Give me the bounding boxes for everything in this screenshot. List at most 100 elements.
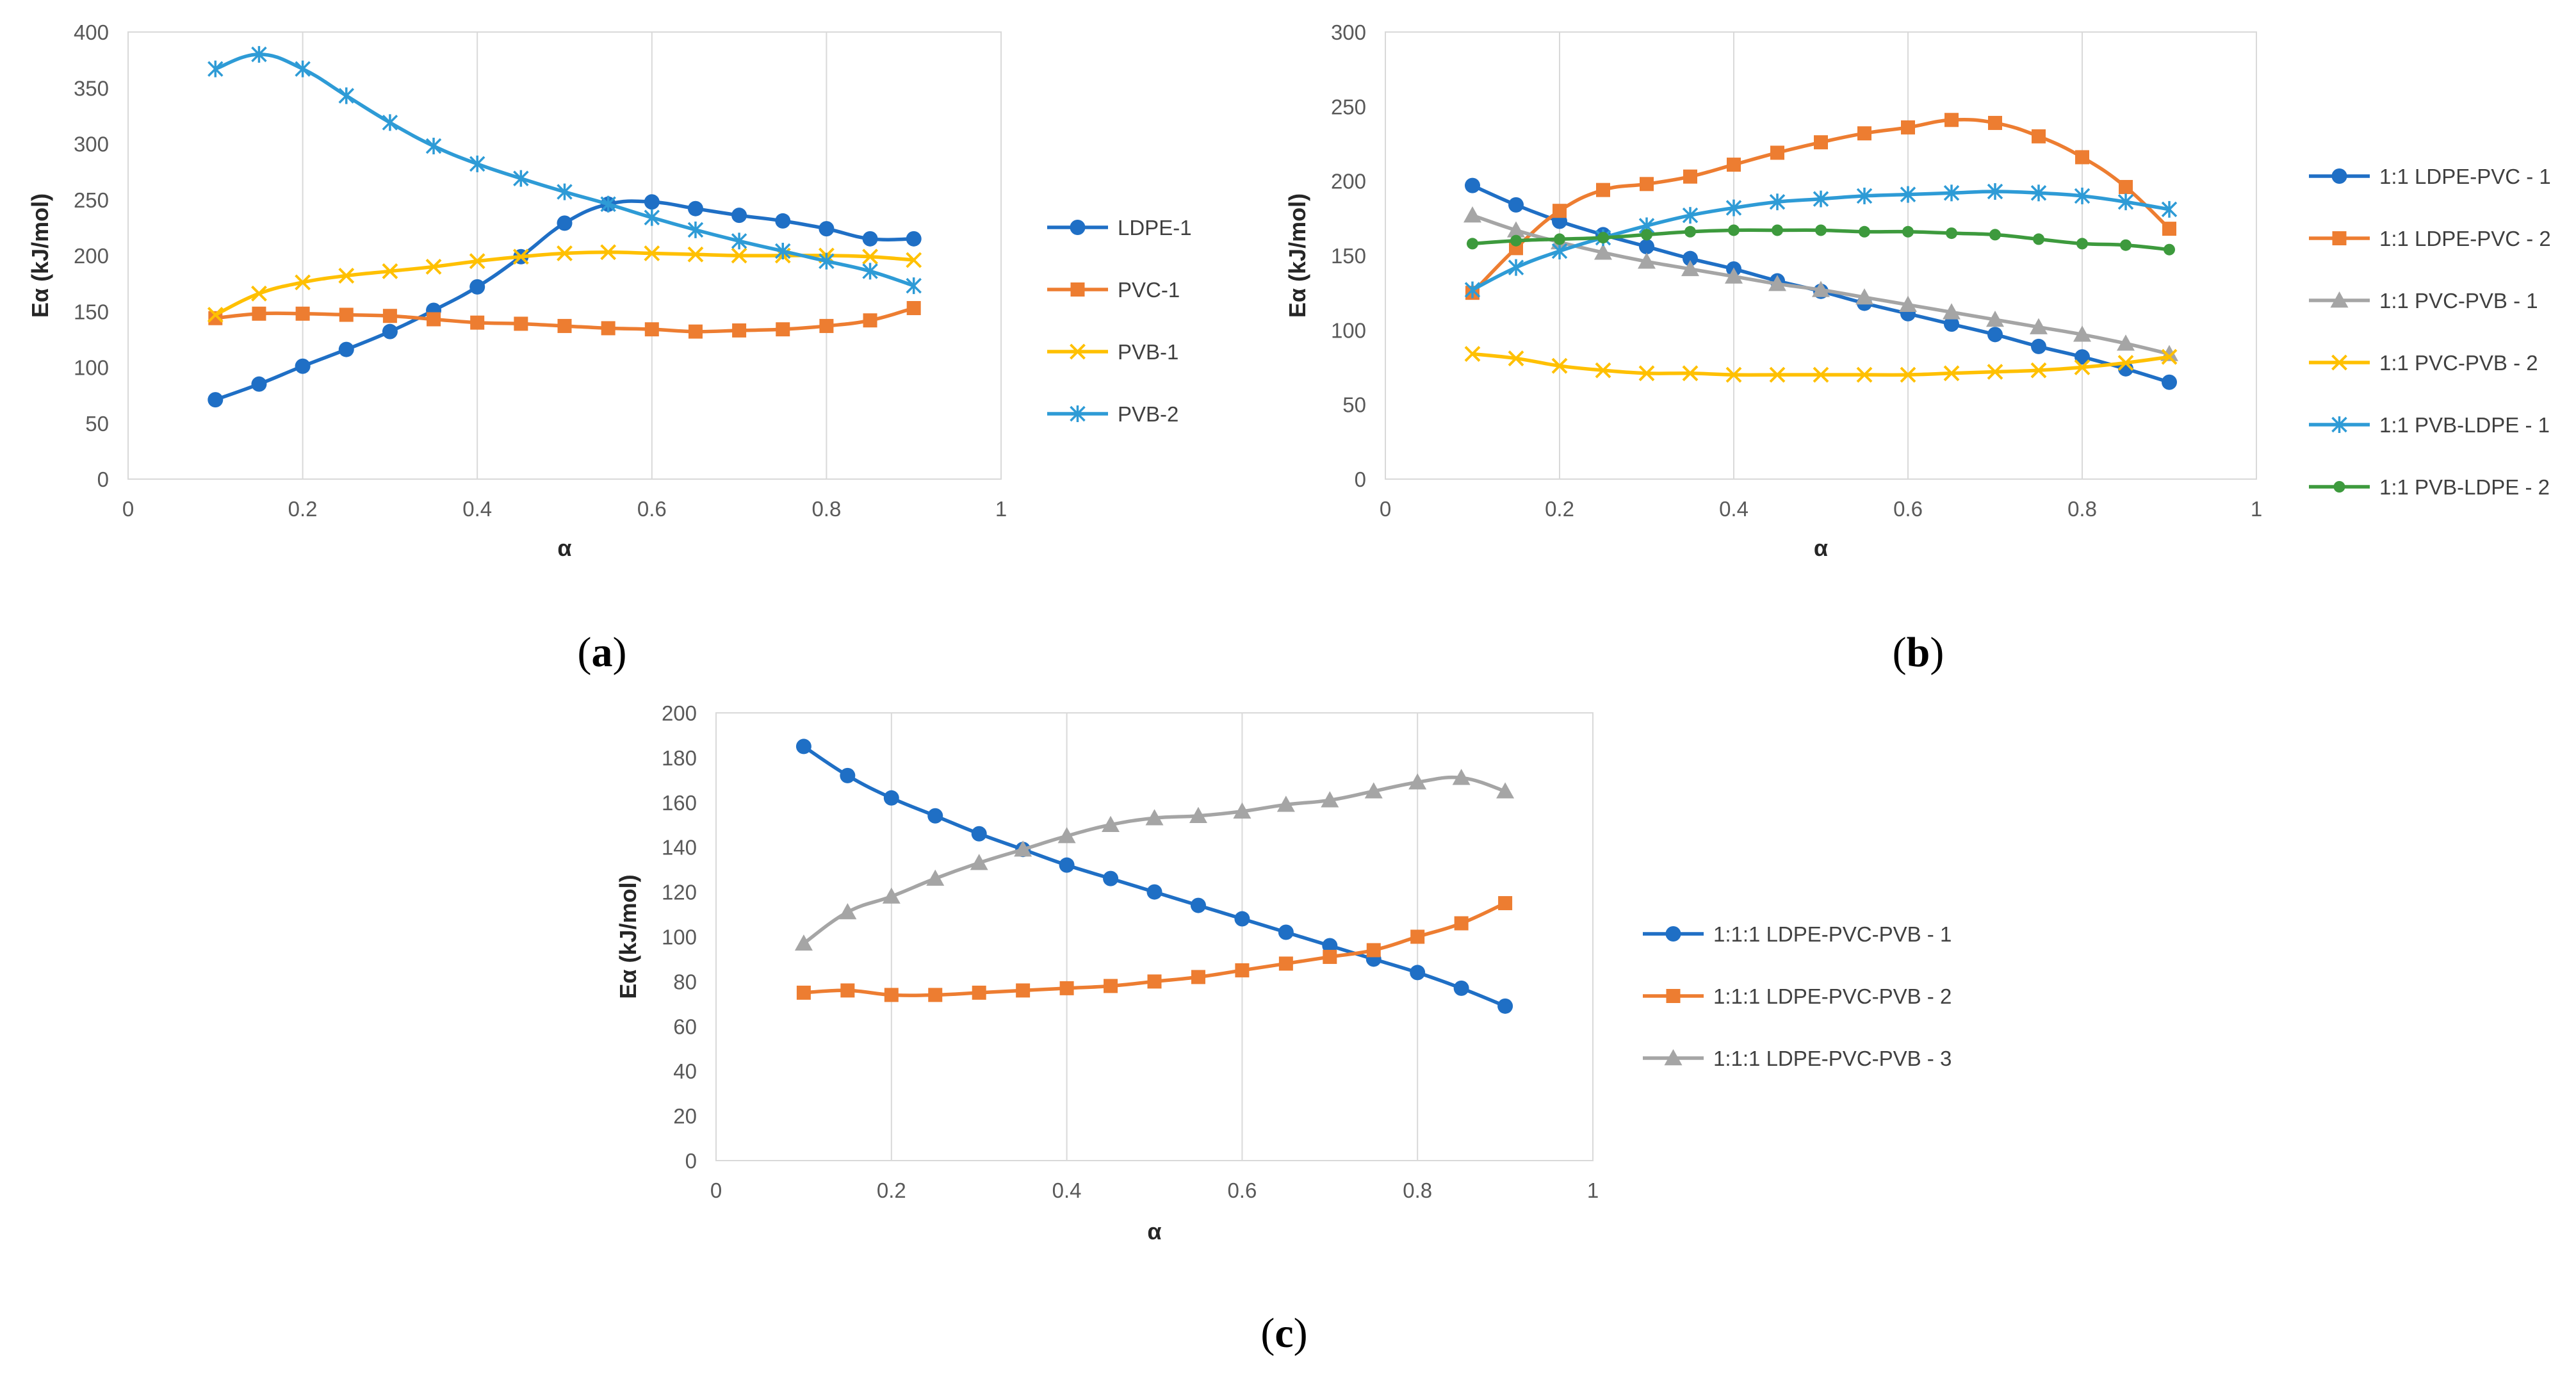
data-point xyxy=(1813,190,1829,208)
x-tick-label: 0.6 xyxy=(1227,1179,1257,1202)
data-point xyxy=(863,313,877,328)
data-point xyxy=(644,322,659,337)
y-tick-label: 0 xyxy=(97,468,109,491)
y-tick-label: 80 xyxy=(673,970,697,993)
y-tick-label: 250 xyxy=(74,188,109,212)
data-point xyxy=(1452,769,1471,785)
data-point xyxy=(1233,802,1251,819)
series-PVC-1 xyxy=(208,301,921,339)
data-point xyxy=(688,324,703,339)
legend-entry: 1:1 PVB-LDPE - 1 xyxy=(2309,413,2550,437)
legend-label: 1:1 PVB-LDPE - 1 xyxy=(2379,413,2550,437)
data-point xyxy=(1508,259,1524,276)
data-point xyxy=(2074,187,2091,204)
data-point xyxy=(1508,197,1524,213)
data-point xyxy=(1145,809,1164,826)
data-point xyxy=(2117,355,2134,371)
data-point xyxy=(252,306,266,321)
legend-marker xyxy=(1665,926,1681,942)
panel-label: (a) xyxy=(578,629,627,676)
legend-marker xyxy=(2331,416,2347,433)
y-tick-label: 0 xyxy=(1355,468,1366,491)
data-point xyxy=(208,392,224,408)
y-tick-label: 120 xyxy=(662,881,697,904)
series-LDPE-1 xyxy=(208,194,922,408)
y-tick-label: 180 xyxy=(662,746,697,770)
y-tick-label: 200 xyxy=(74,244,109,268)
y-tick-label: 40 xyxy=(673,1059,697,1083)
data-point xyxy=(338,267,355,284)
data-point xyxy=(882,887,901,904)
data-point xyxy=(557,183,573,200)
data-point xyxy=(1551,357,1568,374)
data-point xyxy=(1278,956,1293,971)
data-point xyxy=(1496,782,1515,799)
data-point xyxy=(2076,238,2088,250)
legend-label: 1:1 PVC-PVB - 2 xyxy=(2379,351,2538,375)
data-point xyxy=(1554,233,1565,245)
data-point xyxy=(1943,365,1960,382)
data-point xyxy=(906,301,921,316)
data-point xyxy=(644,194,660,210)
data-point xyxy=(2073,325,2091,342)
data-point xyxy=(2030,362,2047,379)
data-point xyxy=(884,988,899,1002)
data-point xyxy=(557,245,573,261)
data-point xyxy=(1859,225,1870,238)
data-point xyxy=(1987,183,2003,200)
x-tick-label: 0.4 xyxy=(1052,1179,1082,1202)
data-point xyxy=(295,274,311,291)
x-axis-title: α xyxy=(1814,535,1828,561)
legend-entry: 1:1 LDPE-PVC - 2 xyxy=(2309,227,2551,250)
y-tick-label: 0 xyxy=(685,1149,697,1173)
x-tick-label: 0.6 xyxy=(1893,497,1923,521)
data-point xyxy=(1464,346,1481,362)
plot-frame xyxy=(715,712,1594,1161)
data-point xyxy=(1900,366,1916,383)
y-axis-title: Eα (kJ/mol) xyxy=(27,193,53,318)
data-point xyxy=(1322,938,1338,954)
data-point xyxy=(1102,815,1120,832)
data-point xyxy=(1497,998,1513,1014)
legend-marker xyxy=(1070,282,1085,297)
data-point xyxy=(927,808,943,824)
plot-frame xyxy=(127,31,1002,480)
data-point xyxy=(382,114,398,131)
legend-entry: 1:1 PVB-LDPE - 2 xyxy=(2309,475,2550,499)
data-point xyxy=(926,869,945,886)
x-tick-label: 0.4 xyxy=(462,497,492,521)
data-point xyxy=(382,323,398,339)
data-point xyxy=(251,45,267,63)
data-point xyxy=(1988,115,2002,130)
y-tick-label: 300 xyxy=(74,133,109,156)
y-tick-label: 300 xyxy=(1331,20,1366,44)
data-point xyxy=(732,323,747,338)
series-1:1 PVC-PVB - 2 xyxy=(1464,346,2178,383)
data-point xyxy=(928,988,943,1002)
y-tick-label: 250 xyxy=(1331,95,1366,118)
data-point xyxy=(1683,250,1698,266)
data-point xyxy=(795,738,811,755)
data-point xyxy=(971,826,987,842)
y-tick-label: 60 xyxy=(673,1015,697,1038)
data-point xyxy=(1641,229,1652,241)
data-point xyxy=(513,170,529,187)
data-point xyxy=(840,983,855,998)
series-1:1:1 LDPE-PVC-PVB - 1 xyxy=(795,738,1513,1014)
data-point xyxy=(1594,243,1612,260)
x-tick-label: 0.8 xyxy=(1403,1179,1432,1202)
legend-marker xyxy=(2330,291,2349,308)
data-point xyxy=(1770,145,1784,160)
data-point xyxy=(1366,943,1381,958)
legend-label: 1:1:1 LDPE-PVC-PVB - 1 xyxy=(1713,922,1952,946)
x-tick-label: 0 xyxy=(1380,497,1391,521)
data-point xyxy=(970,854,988,870)
data-point xyxy=(382,309,397,323)
series-1:1 PVC-PVB - 1 xyxy=(1463,206,2178,361)
series-line xyxy=(213,199,916,402)
data-point xyxy=(1725,199,1742,216)
data-point xyxy=(1276,796,1295,812)
data-point xyxy=(1467,238,1478,250)
legend-entry: 1:1:1 LDPE-PVC-PVB - 3 xyxy=(1643,1047,1952,1070)
data-point xyxy=(1104,979,1118,993)
